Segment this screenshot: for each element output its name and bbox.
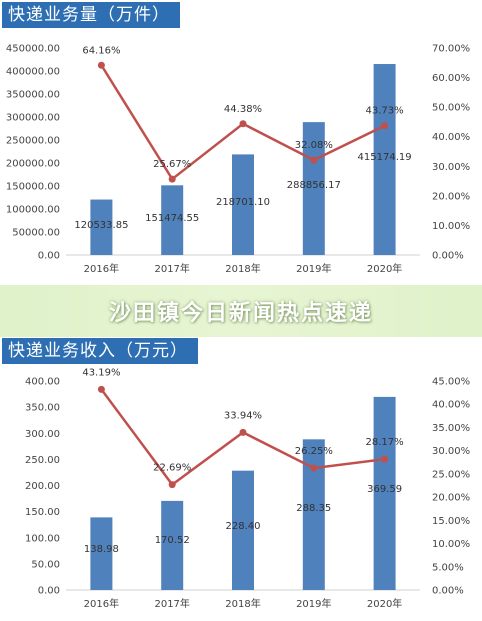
y-right-tick-label: 70.00%	[432, 44, 470, 55]
line-data-label: 32.08%	[295, 140, 333, 151]
banner-title: 沙田镇今日新闻热点速递	[108, 301, 373, 326]
bar-data-label: 288856.17	[287, 180, 341, 191]
y-right-tick-label: 0.00%	[432, 251, 464, 262]
bar	[232, 470, 254, 590]
line-data-label: 28.17%	[366, 437, 404, 448]
bar-data-label: 369.59	[367, 484, 402, 495]
bar	[232, 154, 254, 255]
y-left-tick-label: 200.00	[25, 481, 60, 492]
y-left-tick-label: 0.00	[38, 586, 60, 597]
line-data-label: 22.69%	[153, 463, 191, 474]
y-right-tick-label: 10.00%	[432, 221, 470, 232]
bar-data-label: 288.35	[296, 503, 331, 514]
y-left-tick-label: 250.00	[25, 455, 60, 466]
bar-data-label: 228.40	[226, 521, 261, 532]
y-right-tick-label: 50.00%	[432, 103, 470, 114]
y-left-tick-label: 200000.00	[6, 159, 60, 170]
line-point	[168, 481, 176, 489]
x-tick-label: 2016年	[84, 597, 119, 610]
line-point	[168, 175, 176, 183]
x-tick-label: 2017年	[154, 262, 189, 275]
bar-data-label: 170.52	[155, 535, 190, 546]
x-tick-label: 2020年	[367, 262, 402, 275]
chart-canvas: 0.00 50.00 100.00 150.00 200.00 250.00 300.00 3…	[25, 367, 470, 610]
x-tick-label: 2019年	[296, 597, 331, 610]
line-data-label: 26.25%	[295, 446, 333, 457]
bar	[161, 500, 184, 590]
bar-data-label: 218701.10	[216, 197, 270, 208]
x-tick-label: 2020年	[367, 597, 402, 610]
y-right-tick-label: 40.00%	[432, 400, 470, 411]
y-left-tick-label: 50000.00	[12, 228, 60, 239]
y-right-tick-label: 20.00%	[432, 191, 470, 202]
growth-line	[100, 388, 385, 487]
y-left-tick-label: 350.00	[25, 403, 60, 414]
y-right-tick-label: 25.00%	[432, 469, 470, 480]
y-right-tick-label: 0.00%	[432, 586, 464, 597]
bar	[90, 199, 113, 255]
line-point	[239, 120, 247, 128]
chart-title: 快递业务量（万件）	[2, 2, 180, 28]
line-point	[97, 61, 105, 69]
y-left-tick-label: 100000.00	[6, 205, 60, 216]
y-left-tick-label: 50.00	[31, 559, 60, 570]
bar	[302, 439, 325, 590]
line-data-label: 43.73%	[366, 106, 404, 117]
y-right-tick-label: 20.00%	[432, 493, 470, 504]
delivery-volume-chart: 快递业务量（万件） 0.00 50000.00 100000.00 150000.00…	[0, 0, 482, 282]
line-data-label: 25.67%	[153, 159, 191, 170]
bar-data-label: 138.98	[84, 544, 119, 555]
y-left-tick-label: 300000.00	[6, 113, 60, 124]
news-banner[interactable]: 沙田镇今日新闻热点速递	[0, 285, 482, 337]
line-point	[310, 464, 318, 472]
y-right-tick-label: 45.00%	[432, 377, 470, 388]
y-left-tick-label: 150.00	[25, 507, 60, 518]
bar	[373, 396, 396, 590]
y-left-tick-label: 400.00	[25, 377, 60, 388]
y-left-tick-label: 100.00	[25, 533, 60, 544]
y-right-tick-label: 60.00%	[432, 73, 470, 84]
y-right-tick-label: 15.00%	[432, 516, 470, 527]
chart-canvas: 0.00 50000.00 100000.00 150000.00 200000.00 2…	[6, 44, 470, 276]
bar	[90, 517, 113, 590]
line-data-label: 64.16%	[82, 45, 120, 56]
bar-data-label: 120533.85	[74, 220, 128, 231]
y-right-tick-label: 30.00%	[432, 162, 470, 173]
line-data-label: 44.38%	[224, 104, 262, 115]
x-tick-label: 2018年	[225, 262, 260, 275]
x-tick-label: 2019年	[296, 262, 331, 275]
line-data-label: 33.94%	[224, 410, 262, 421]
y-left-tick-label: 300.00	[25, 429, 60, 440]
y-right-tick-label: 10.00%	[432, 539, 470, 550]
y-left-tick-label: 150000.00	[6, 182, 60, 193]
y-left-tick-label: 400000.00	[6, 67, 60, 78]
line-point	[239, 428, 247, 436]
x-tick-label: 2017年	[154, 597, 189, 610]
y-left-tick-label: 450000.00	[6, 44, 60, 55]
bar	[373, 64, 396, 256]
bar-data-label: 415174.19	[358, 152, 412, 163]
x-tick-label: 2016年	[84, 262, 119, 275]
y-left-tick-label: 350000.00	[6, 90, 60, 101]
delivery-revenue-chart: 快递业务收入（万元） 0.00 50.00 100.00 150.00 200.00 25…	[0, 336, 482, 621]
bar	[302, 122, 325, 255]
bar	[161, 185, 184, 255]
line-point	[97, 385, 105, 393]
y-left-tick-label: 0.00	[38, 251, 60, 262]
chart-title: 快递业务收入（万元）	[2, 338, 198, 364]
line-point	[310, 156, 318, 164]
bar-data-label: 151474.55	[145, 213, 199, 224]
y-right-tick-label: 5.00%	[432, 562, 464, 573]
x-tick-label: 2018年	[225, 597, 260, 610]
y-left-tick-label: 250000.00	[6, 136, 60, 147]
y-right-tick-label: 30.00%	[432, 446, 470, 457]
y-right-tick-label: 40.00%	[432, 132, 470, 143]
line-point	[381, 455, 389, 463]
line-point	[381, 122, 389, 130]
y-right-tick-label: 35.00%	[432, 423, 470, 434]
line-data-label: 43.19%	[82, 367, 120, 378]
